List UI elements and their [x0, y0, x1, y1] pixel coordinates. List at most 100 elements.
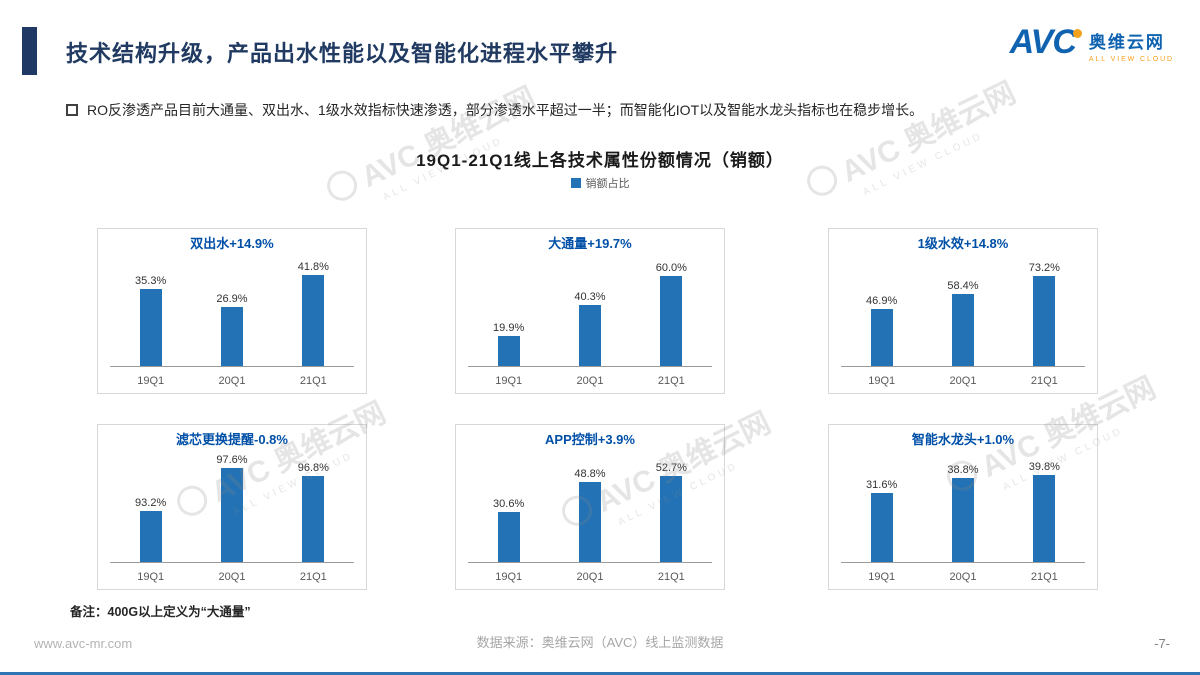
watermark: AVC 奥维云网 ALL VIEW CLOUD — [799, 68, 1028, 219]
bar-value-label: 40.3% — [574, 291, 606, 303]
x-tick-label: 20Q1 — [576, 571, 604, 583]
x-tick-label: 21Q1 — [1030, 571, 1058, 583]
bar-value-label: 58.4% — [947, 280, 979, 292]
chart-x-axis: 19Q1 20Q1 21Q1 — [110, 571, 354, 583]
bar — [302, 275, 325, 366]
chart-app-control: APP控制+3.9% 30.6% 48.8% 52.7% 19Q1 20Q1 21Q… — [455, 424, 725, 590]
x-tick-label: 21Q1 — [299, 571, 327, 583]
bar-slot: 30.6% — [468, 451, 549, 562]
x-tick-label: 19Q1 — [137, 375, 165, 387]
x-tick-label: 19Q1 — [868, 571, 896, 583]
bar-slot: 39.8% — [1004, 451, 1085, 562]
chart-x-axis: 19Q1 20Q1 21Q1 — [110, 375, 354, 387]
chart-title: APP控制+3.9% — [545, 432, 635, 447]
chart-section-title: 19Q1-21Q1线上各技术属性份额情况（销额） — [416, 151, 784, 170]
bar — [497, 336, 520, 366]
bar-slot: 60.0% — [631, 255, 712, 366]
bar-value-label: 52.7% — [655, 462, 687, 474]
bar-slot: 48.8% — [549, 451, 630, 562]
legend-swatch — [570, 178, 581, 188]
bar-slot: 19.9% — [468, 255, 549, 366]
bar-value-label: 39.8% — [1028, 461, 1060, 473]
legend-label: 销额占比 — [585, 178, 630, 190]
bar-slot: 31.6% — [841, 451, 922, 562]
chart-large-flux: 大通量+19.7% 19.9% 40.3% 60.0% 19Q1 20Q1 21Q1 — [455, 228, 725, 394]
chart-title: 智能水龙头+1.0% — [911, 432, 1015, 447]
bar-slot: 41.8% — [273, 255, 354, 366]
bar-slot: 96.8% — [273, 451, 354, 562]
bar-slot: 46.9% — [841, 255, 922, 366]
x-tick-label: 21Q1 — [299, 375, 327, 387]
chart-filter-reminder: 滤芯更换提醒-0.8% 93.2% 97.6% 96.8% 19Q1 20Q1 21… — [97, 424, 367, 590]
bar-value-label: 93.2% — [135, 497, 167, 509]
bullet-line: RO反渗透产品目前大通量、双出水、1级水效指标快速渗透，部分渗透水平超过一半；而… — [66, 100, 923, 120]
avc-logo-chinese-name: 奥维云网 — [1088, 33, 1165, 52]
bar-slot: 58.4% — [922, 255, 1003, 366]
avc-logo-tagline: ALL VIEW CLOUD — [1088, 56, 1174, 63]
chart-plot-area: 35.3% 26.9% 41.8% — [110, 255, 354, 367]
footer-page-number: -7- — [1154, 636, 1170, 651]
bar-slot: 38.8% — [922, 451, 1003, 562]
bar-value-label: 41.8% — [297, 261, 329, 273]
bar — [139, 511, 162, 562]
footnote: 备注：400G以上定义为“大通量” — [70, 605, 251, 619]
avc-logo-dot-icon — [1072, 29, 1082, 38]
bar — [302, 476, 325, 562]
bar-value-label: 26.9% — [216, 293, 248, 305]
bar-value-label: 35.3% — [135, 275, 167, 287]
chart-plot-area: 30.6% 48.8% 52.7% — [468, 451, 712, 563]
x-tick-label: 21Q1 — [1030, 375, 1058, 387]
bar-value-label: 60.0% — [655, 262, 687, 274]
chart-smart-faucet: 智能水龙头+1.0% 31.6% 38.8% 39.8% 19Q1 20Q1 21Q… — [828, 424, 1098, 590]
chart-level1-efficiency: 1级水效+14.8% 46.9% 58.4% 73.2% 19Q1 20Q1 21Q… — [828, 228, 1098, 394]
chart-title: 双出水+14.9% — [190, 236, 274, 251]
x-tick-label: 20Q1 — [218, 571, 246, 583]
x-tick-label: 21Q1 — [657, 571, 685, 583]
title-accent-bar — [22, 27, 37, 75]
x-tick-label: 19Q1 — [868, 375, 896, 387]
bar — [870, 493, 893, 562]
chart-plot-area: 46.9% 58.4% 73.2% — [841, 255, 1085, 367]
bar — [578, 482, 601, 562]
bar-value-label: 48.8% — [574, 468, 606, 480]
avc-logo-wordmark: AVC — [1009, 23, 1082, 61]
chart-x-axis: 19Q1 20Q1 21Q1 — [841, 375, 1085, 387]
bar — [870, 309, 893, 366]
bar-slot: 52.7% — [631, 451, 712, 562]
bar — [660, 476, 683, 562]
avc-logo-text: AVC — [1009, 23, 1077, 61]
chart-plot-area: 31.6% 38.8% 39.8% — [841, 451, 1085, 563]
bullet-square-icon — [66, 104, 78, 116]
chart-title: 滤芯更换提醒-0.8% — [176, 432, 288, 447]
x-tick-label: 19Q1 — [495, 571, 523, 583]
chart-plot-area: 19.9% 40.3% 60.0% — [468, 255, 712, 367]
avc-logo-name-block: 奥维云网 ALL VIEW CLOUD — [1089, 28, 1174, 63]
bar-value-label: 97.6% — [216, 454, 248, 466]
bar-slot: 73.2% — [1004, 255, 1085, 366]
bar — [951, 294, 974, 366]
chart-dual-outlet: 双出水+14.9% 35.3% 26.9% 41.8% 19Q1 20Q1 21Q1 — [97, 228, 367, 394]
bar — [497, 512, 520, 562]
bar-value-label: 46.9% — [866, 295, 898, 307]
bar-value-label: 38.8% — [947, 464, 979, 476]
footer-data-source: 数据来源：奥维云网（AVC）线上监测数据 — [476, 635, 724, 650]
chart-plot-area: 93.2% 97.6% 96.8% — [110, 451, 354, 563]
watermark-brand: AVC 奥维云网 — [836, 76, 1021, 190]
footer-website: www.avc-mr.com — [34, 636, 133, 651]
x-tick-label: 20Q1 — [949, 571, 977, 583]
bar-value-label: 73.2% — [1028, 262, 1060, 274]
x-tick-label: 21Q1 — [657, 375, 685, 387]
bar — [578, 305, 601, 366]
x-tick-label: 19Q1 — [495, 375, 523, 387]
bar-slot: 93.2% — [110, 451, 191, 562]
bar-value-label: 31.6% — [866, 479, 898, 491]
bullet-text: RO反渗透产品目前大通量、双出水、1级水效指标快速渗透，部分渗透水平超过一半；而… — [87, 102, 924, 118]
bar — [951, 478, 974, 562]
bar-value-label: 96.8% — [297, 462, 329, 474]
bar-slot: 97.6% — [191, 451, 272, 562]
bar — [139, 289, 162, 366]
bottom-accent-line — [0, 672, 1200, 675]
bar — [1033, 276, 1056, 366]
bar — [220, 468, 243, 562]
